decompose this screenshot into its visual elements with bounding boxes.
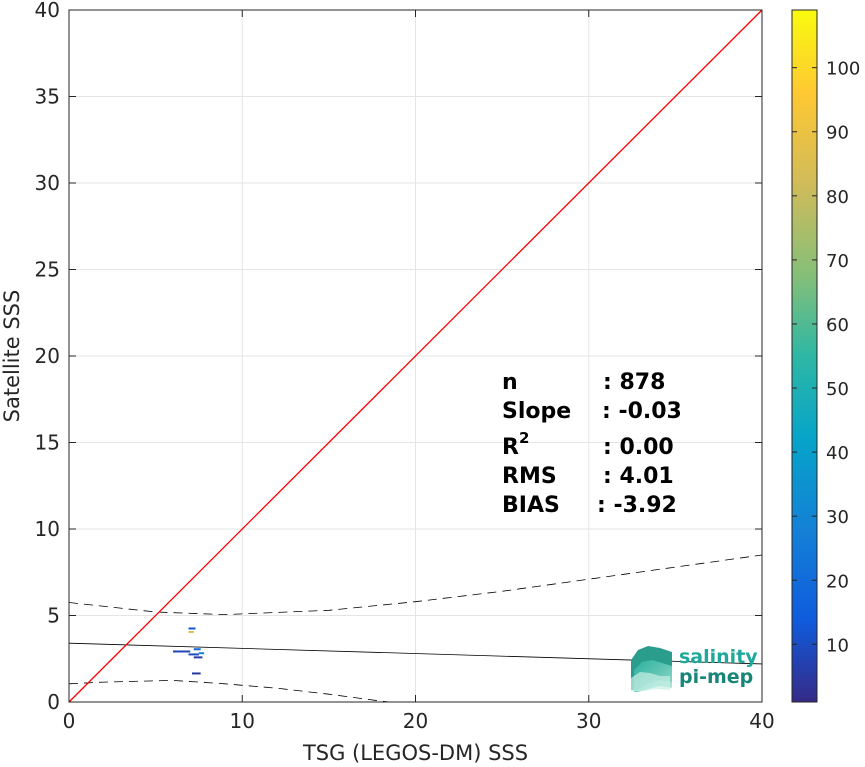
confidence-bound-lower — [68, 679, 390, 703]
y-axis-label: Satellite SSS — [0, 290, 24, 423]
y-tick-label: 20 — [35, 344, 60, 368]
x-tick-label: 40 — [749, 709, 774, 733]
y-tick-label: 40 — [35, 0, 60, 22]
confidence-band — [68, 554, 763, 703]
data-point — [198, 652, 205, 655]
colorbar-tick-label: 30 — [826, 507, 849, 528]
logo-line1: salinity — [679, 646, 758, 668]
pimep-logo: salinity pi-mep — [631, 646, 758, 692]
y-tick-label: 5 — [47, 604, 60, 628]
data-point — [193, 656, 203, 659]
stats-box: n : 878 Slope : -0.03 R2 : 0.00 RMS : 4.… — [502, 370, 682, 518]
data-point — [172, 650, 191, 653]
confidence-bound-upper — [68, 554, 763, 616]
data-point — [188, 630, 194, 633]
stat-slope-value: : -0.03 — [602, 399, 682, 424]
colorbar-tick-label: 40 — [826, 443, 849, 464]
y-axis-ticks: 0 5 10 15 20 25 30 35 40 — [35, 0, 762, 714]
colorbar-tick-label: 90 — [826, 123, 849, 144]
x-tick-label: 10 — [230, 709, 255, 733]
data-point — [188, 627, 196, 630]
stat-r-text: R — [502, 435, 519, 460]
stat-r-superscript: 2 — [519, 429, 529, 447]
stat-bias-label: BIAS — [502, 493, 560, 518]
data-points — [172, 627, 205, 675]
data-point — [192, 672, 201, 675]
stat-n-label: n — [502, 370, 518, 395]
stat-rms-label: RMS — [502, 464, 557, 489]
x-tick-label: 30 — [576, 709, 601, 733]
colorbar-ticks: 10 20 30 40 50 60 70 80 90 100 — [792, 59, 860, 656]
data-point — [193, 648, 201, 651]
colorbar-tick-label: 80 — [826, 187, 849, 208]
stat-n-value: : 878 — [603, 370, 665, 395]
colorbar-gradient — [791, 9, 818, 703]
x-tick-label: 20 — [403, 709, 428, 733]
colorbar: 10 20 30 40 50 60 70 80 90 100 — [791, 9, 860, 703]
stat-slope-label: Slope — [502, 399, 571, 424]
identity-line-group — [68, 9, 763, 703]
stat-r2-label: R2 — [502, 429, 529, 460]
logo-line2: pi-mep — [679, 666, 753, 688]
stat-r2-value: : 0.00 — [603, 435, 674, 460]
colorbar-tick-label: 100 — [826, 59, 860, 80]
y-tick-label: 15 — [35, 431, 60, 455]
y-tick-label: 25 — [35, 258, 60, 282]
colorbar-tick-label: 60 — [826, 315, 849, 336]
y-tick-label: 30 — [35, 171, 60, 195]
colorbar-tick-label: 10 — [826, 635, 849, 656]
identity-line — [68, 9, 763, 703]
y-tick-label: 35 — [35, 85, 60, 109]
colorbar-tick-label: 70 — [826, 251, 849, 272]
stat-rms-value: : 4.01 — [603, 464, 674, 489]
y-tick-label: 0 — [47, 690, 60, 714]
data-point — [188, 653, 199, 656]
x-axis-ticks: 0 10 20 30 40 — [63, 10, 775, 733]
colorbar-tick-label: 50 — [826, 379, 849, 400]
x-tick-label: 0 — [63, 709, 76, 733]
wave-logo-icon — [631, 646, 672, 692]
x-axis-label: TSG (LEGOS-DM) SSS — [302, 741, 528, 765]
stat-bias-value: : -3.92 — [597, 493, 677, 518]
y-tick-label: 10 — [35, 517, 60, 541]
colorbar-tick-label: 20 — [826, 571, 849, 592]
